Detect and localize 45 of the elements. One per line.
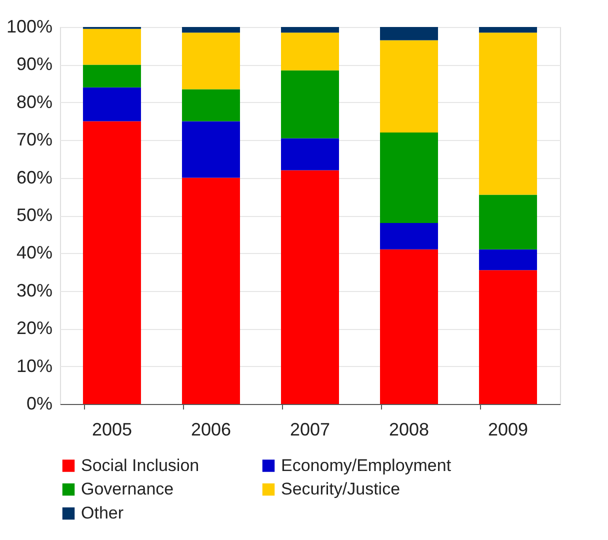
- bar: [479, 27, 538, 33]
- y-tick-label: 0%: [26, 394, 52, 414]
- bar: [479, 249, 538, 270]
- bar: [82, 28, 141, 65]
- y-tick-label: 80%: [16, 92, 52, 112]
- legend-label: Security/Justice: [281, 480, 400, 498]
- bar: [281, 138, 339, 170]
- bar: [281, 170, 339, 404]
- legend-label: Social Inclusion: [81, 456, 200, 475]
- bar: [82, 121, 141, 404]
- bar: [82, 64, 141, 88]
- bar: [380, 223, 438, 250]
- y-tick-label: 20%: [16, 318, 52, 338]
- y-tick-label: 30%: [16, 280, 52, 300]
- y-tick-label: 100%: [6, 16, 52, 36]
- bar: [380, 40, 438, 133]
- x-tick-label: 2008: [388, 420, 430, 440]
- bar: [479, 32, 538, 195]
- bar: [82, 87, 141, 122]
- bar: [281, 27, 339, 33]
- bar: [182, 178, 240, 404]
- bar: [182, 89, 240, 122]
- y-tick-label: 60%: [16, 167, 52, 188]
- bar: [281, 70, 339, 138]
- bar: [182, 27, 240, 33]
- bar: [479, 270, 538, 404]
- y-tick-label: 40%: [16, 242, 52, 263]
- x-tick-label: 2006: [190, 420, 232, 440]
- bar: [182, 32, 240, 90]
- legend-label: Other: [81, 504, 124, 522]
- y-tick-label: 90%: [16, 54, 52, 74]
- bar: [281, 32, 339, 70]
- legend-label: Economy/Employment: [281, 456, 452, 475]
- y-tick-label: 70%: [16, 130, 52, 150]
- y-tick-label: 10%: [16, 356, 52, 376]
- bar: [479, 194, 538, 250]
- legend-label: Governance: [81, 480, 174, 498]
- x-tick-label: 2009: [488, 420, 528, 440]
- y-tick-label: 50%: [16, 205, 52, 225]
- x-tick-label: 2007: [290, 420, 330, 440]
- bar: [380, 132, 438, 224]
- x-tick-label: 2005: [92, 420, 132, 440]
- bar: [380, 249, 438, 404]
- bar: [380, 27, 438, 40]
- bar: [182, 121, 240, 178]
